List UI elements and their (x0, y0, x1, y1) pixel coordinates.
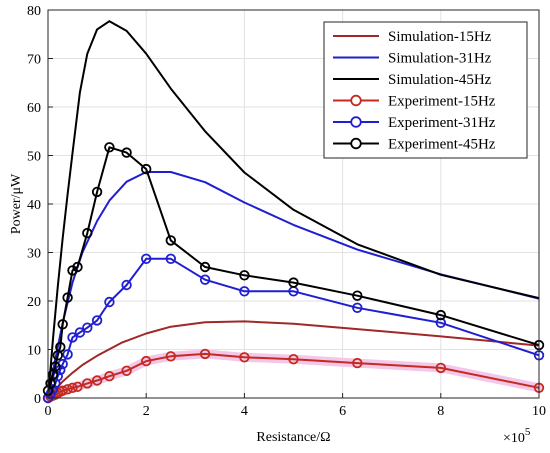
data-point (57, 319, 68, 330)
data-point (104, 142, 115, 153)
data-point (435, 317, 447, 329)
legend-entry: Simulation-31Hz (333, 51, 492, 67)
y-tick-label: 80 (27, 4, 41, 19)
data-point (121, 365, 132, 377)
x-axis-exponent-base: ×10 (503, 431, 525, 446)
series-line (47, 146, 540, 392)
legend-entry: Simulation-15Hz (333, 29, 492, 45)
data-point (62, 349, 73, 360)
data-point (72, 261, 83, 273)
legend-label: Experiment-45Hz (388, 137, 496, 153)
data-point (67, 382, 78, 394)
y-tick-label: 10 (27, 344, 41, 359)
legend-marker (350, 94, 362, 107)
y-tick-label: 60 (27, 101, 41, 116)
y-tick-label: 30 (27, 247, 41, 262)
data-point (140, 253, 152, 264)
legend: Simulation-15Hz Simulation-31Hz Simulation… (323, 21, 528, 159)
y-tick-label: 40 (27, 198, 41, 213)
data-point (239, 270, 250, 281)
x-tick-label: 4 (241, 404, 248, 419)
data-point (165, 351, 177, 362)
x-tick-label: 0 (45, 404, 52, 419)
data-point (62, 384, 73, 395)
x-tick-label: 2 (143, 404, 150, 419)
data-point (104, 371, 115, 382)
data-point (199, 261, 211, 273)
data-point (104, 296, 115, 308)
x-tick-label: 8 (437, 404, 444, 419)
data-point (82, 227, 93, 239)
data-point (74, 327, 86, 338)
legend-label: Experiment-15Hz (388, 94, 496, 110)
series-experiment-45hz (42, 142, 545, 396)
legend-label: Simulation-31Hz (388, 51, 492, 67)
data-point (82, 378, 93, 389)
data-point (199, 348, 211, 360)
data-point (91, 375, 103, 386)
legend-entry: Experiment-45Hz (333, 137, 496, 153)
plot-series (42, 20, 545, 404)
x-axis-exponent: ×105 (503, 426, 531, 446)
y-tick-label: 50 (27, 150, 41, 165)
data-point (121, 279, 132, 291)
legend-entry: Simulation-45Hz (333, 72, 492, 88)
x-tick-label: 6 (339, 404, 346, 419)
legend-label: Simulation-15Hz (388, 29, 492, 45)
data-point (140, 355, 152, 367)
y-axis-label: Power/μW (9, 173, 24, 234)
data-point (288, 354, 299, 365)
x-tick-label: 10 (532, 404, 546, 419)
data-point (352, 302, 363, 314)
data-point (288, 277, 299, 288)
data-point (62, 292, 73, 303)
data-point (121, 147, 132, 158)
legend-marker (350, 116, 362, 128)
series-line (47, 20, 540, 399)
data-point (165, 253, 177, 264)
data-point (91, 315, 103, 326)
data-point (352, 357, 363, 369)
legend-label: Simulation-45Hz (388, 72, 492, 88)
data-point (50, 361, 61, 372)
data-point (91, 186, 103, 198)
data-point (140, 163, 152, 175)
legend-entry: Experiment-31Hz (333, 115, 496, 131)
data-point (57, 385, 68, 396)
y-tick-label: 70 (27, 53, 41, 68)
y-tick-label: 0 (34, 392, 41, 407)
data-point (82, 322, 93, 333)
data-point (435, 309, 447, 321)
data-point (239, 352, 250, 363)
x-axis-exponent-power: 5 (525, 426, 531, 438)
y-tick-label: 20 (27, 295, 41, 310)
data-point (352, 290, 363, 301)
data-point (239, 286, 250, 297)
axis-ticks: 0 2 4 6 8 10 0 10 20 30 40 50 60 70 80 (27, 4, 546, 419)
series-simulation-45hz (47, 20, 540, 399)
data-point (199, 274, 211, 285)
data-point (165, 235, 177, 246)
legend-entry: Experiment-15Hz (333, 94, 496, 110)
data-point (72, 381, 83, 393)
data-point (67, 332, 78, 343)
legend-box (323, 21, 528, 159)
data-point (55, 341, 66, 353)
legend-marker (350, 137, 362, 150)
data-point (435, 362, 447, 374)
x-axis-label: Resistance/Ω (256, 430, 330, 445)
legend-label: Experiment-31Hz (388, 115, 496, 131)
